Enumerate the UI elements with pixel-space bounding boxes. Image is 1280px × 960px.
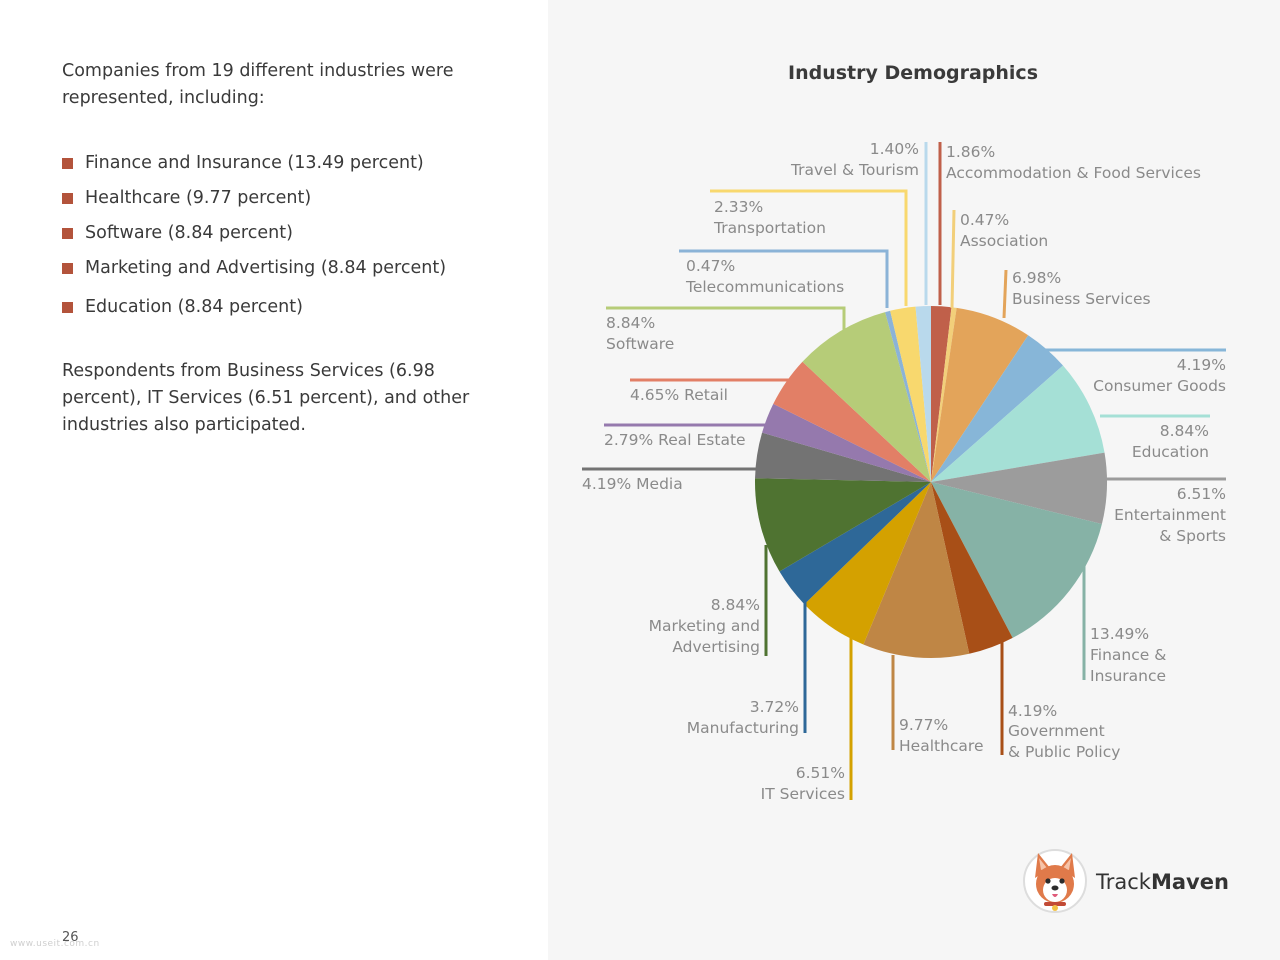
pie-slice xyxy=(915,306,931,482)
slice-label-line: & Sports xyxy=(1159,527,1226,545)
pie-slice xyxy=(802,312,931,482)
pie-slice xyxy=(755,432,931,482)
slice-label-line: Travel & Tourism xyxy=(790,161,919,179)
slice-label: 2.79% Real Estate xyxy=(604,431,746,449)
bullet-square-icon xyxy=(62,158,73,169)
intro-paragraph: Companies from 19 different industries w… xyxy=(62,61,454,108)
pie-slice xyxy=(931,306,952,482)
slice-label: 4.19% xyxy=(1008,702,1057,720)
slice-label-line: & Public Policy xyxy=(1008,743,1120,761)
pie-slice xyxy=(863,482,970,659)
pie-slice xyxy=(773,361,931,482)
slice-label-line: Education xyxy=(1132,443,1209,461)
slice-label: 9.77% xyxy=(899,716,948,734)
bullet-square-icon xyxy=(62,228,73,239)
slice-label: 4.19% xyxy=(1177,356,1226,374)
watermark: www.useit.com.cn xyxy=(10,939,100,949)
pie-slice xyxy=(762,403,931,482)
slice-label-line: Manufacturing xyxy=(687,719,799,737)
corgi-logo-icon xyxy=(1023,849,1087,913)
page-number: 26 xyxy=(62,930,79,945)
pie-slice xyxy=(804,482,931,645)
slice-label: 6.98% xyxy=(1012,269,1061,287)
pie-slices xyxy=(754,306,1108,659)
slice-label-line: Marketing and xyxy=(649,617,760,635)
slice-label: 6.51% xyxy=(796,764,845,782)
slice-label: 8.84% xyxy=(1160,422,1209,440)
slice-label: 0.47% xyxy=(960,211,1009,229)
slice-label: 4.65% Retail xyxy=(630,386,728,404)
pie-slice xyxy=(931,452,1108,525)
slice-label: 6.51% xyxy=(1177,485,1226,503)
trackmaven-logo: TrackMaven xyxy=(1022,848,1229,914)
bullet-square-icon xyxy=(62,302,73,313)
slice-label-line: Advertising xyxy=(672,638,760,656)
slice-label-line: IT Services xyxy=(761,785,845,803)
slice-label-line: Accommodation & Food Services xyxy=(946,164,1201,182)
slice-label: 1.40% xyxy=(870,140,919,158)
outro-paragraph: Respondents from Business Services (6.98… xyxy=(62,361,470,435)
pie-slice xyxy=(931,307,957,482)
pie-slice xyxy=(754,478,931,572)
pie-slice xyxy=(931,307,1029,482)
leader-line xyxy=(606,306,846,330)
slice-label: 0.47% xyxy=(686,257,735,275)
slice-label: 8.84% xyxy=(606,314,655,332)
brand-name: TrackMaven xyxy=(1096,870,1229,894)
pie-slice xyxy=(885,310,931,482)
slice-label-line: Association xyxy=(960,232,1048,250)
slice-label: 2.33% xyxy=(714,198,763,216)
pie-slice xyxy=(779,482,931,605)
leader-line xyxy=(710,189,908,306)
pie-slice xyxy=(931,482,1013,654)
slice-label-line: Government xyxy=(1008,722,1105,740)
slice-label: 1.86% xyxy=(946,143,995,161)
slice-labels: 1.86% Accommodation & Food Services 0.47% A… xyxy=(582,140,1226,803)
slice-label: 8.84% xyxy=(711,596,760,614)
slice-label-line: Telecommunications xyxy=(685,278,844,296)
slice-label-line: Insurance xyxy=(1090,667,1166,685)
slice-label-line: Consumer Goods xyxy=(1093,377,1226,395)
bullet-square-icon xyxy=(62,263,73,274)
chart-title: Industry Demographics xyxy=(788,62,1038,84)
slice-label-line: Finance & xyxy=(1090,646,1166,664)
slice-label: 3.72% xyxy=(750,698,799,716)
slice-label-line: Entertainment xyxy=(1114,506,1226,524)
pie-slice xyxy=(931,365,1105,482)
slice-label-line: Software xyxy=(606,335,674,353)
slice-label-line: Transportation xyxy=(713,219,826,237)
slice-label: 13.49% xyxy=(1090,625,1149,643)
leader-line xyxy=(1002,269,1008,319)
leader-lines xyxy=(582,142,1226,800)
leader-line xyxy=(950,209,956,309)
leader-line xyxy=(679,249,889,308)
pie-slice xyxy=(931,482,1102,638)
slice-label: 4.19% Media xyxy=(582,475,683,493)
bullet-square-icon xyxy=(62,193,73,204)
pie-slice xyxy=(890,306,931,482)
left-text-panel: Companies from 19 different industries w… xyxy=(0,0,548,960)
slice-label-line: Healthcare xyxy=(899,737,984,755)
pie-slice xyxy=(931,335,1063,482)
slice-label-line: Business Services xyxy=(1012,290,1151,308)
